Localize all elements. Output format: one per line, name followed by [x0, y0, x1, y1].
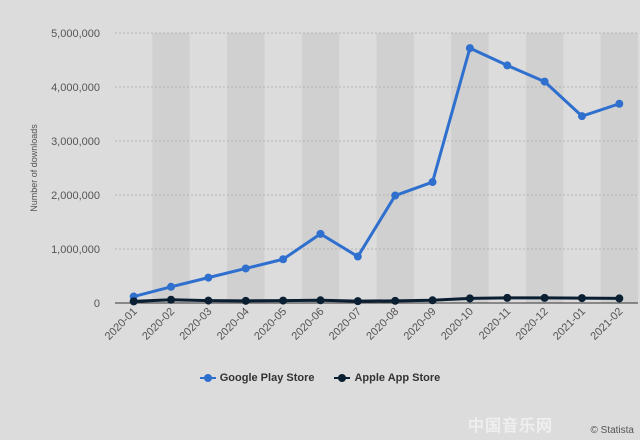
x-tick-label: 2020-03 — [177, 306, 214, 343]
data-point-apple-app-store[interactable] — [129, 297, 138, 306]
data-point-google-play-store[interactable] — [428, 178, 437, 187]
legend-item-apple-app-store[interactable]: Apple App Store — [334, 372, 440, 384]
x-tick-label: 2020-10 — [439, 306, 476, 343]
data-point-google-play-store[interactable] — [167, 282, 176, 291]
column-band — [451, 33, 489, 303]
statista-credit[interactable]: © Statista — [590, 425, 635, 436]
data-point-apple-app-store[interactable] — [204, 296, 213, 305]
y-tick-label: 0 — [94, 298, 100, 310]
data-point-google-play-store[interactable] — [465, 44, 474, 53]
x-axis-ticks: 2020-01 2020-02 2020-03 2020-04 2020-05 2020-… — [103, 306, 626, 343]
y-tick-label: 4,000,000 — [51, 82, 100, 94]
y-tick-label: 5,000,000 — [51, 28, 100, 40]
legend-label-apple-app-store: Apple App Store — [354, 372, 441, 384]
x-tick-label: 2020-08 — [364, 306, 401, 343]
data-point-apple-app-store[interactable] — [540, 293, 549, 302]
column-band — [525, 33, 564, 303]
data-point-google-play-store[interactable] — [316, 229, 325, 238]
series-apple-app-store — [129, 293, 624, 306]
data-point-apple-app-store[interactable] — [577, 294, 586, 303]
data-point-google-play-store[interactable] — [241, 264, 250, 273]
column-band — [600, 33, 638, 303]
series-line-apple-app-store — [133, 296, 620, 303]
x-tick-label: 2020-05 — [252, 306, 289, 343]
legend: Google Play Store Apple App Store — [0, 372, 640, 384]
y-tick-label: 3,000,000 — [51, 136, 100, 148]
column-band — [227, 33, 265, 303]
data-point-google-play-store[interactable] — [540, 77, 549, 86]
y-tick-label: 2,000,000 — [51, 190, 100, 202]
data-point-apple-app-store[interactable] — [391, 296, 400, 305]
x-tick-label: 2021-02 — [588, 306, 625, 343]
data-point-apple-app-store[interactable] — [428, 296, 437, 305]
data-point-apple-app-store[interactable] — [167, 295, 176, 304]
y-axis-ticks: 0 1,000,000 2,000,000 3,000,000 4,000,000 5,0… — [51, 28, 100, 310]
gridlines — [115, 32, 638, 304]
x-tick-label: 2020-09 — [402, 306, 439, 343]
x-tick-label: 2020-06 — [290, 306, 327, 343]
legend-label-google-play: Google Play Store — [219, 372, 315, 384]
x-tick-label: 2021-01 — [551, 306, 588, 343]
data-point-apple-app-store[interactable] — [615, 294, 624, 303]
x-tick-label: 2020-02 — [140, 306, 177, 343]
watermark-logo: 中国音乐网 — [468, 418, 554, 435]
column-band — [376, 33, 414, 303]
data-point-apple-app-store[interactable] — [241, 296, 250, 305]
legend-marker-icon — [334, 373, 351, 383]
data-point-google-play-store[interactable] — [391, 191, 400, 200]
legend-item-google-play[interactable]: Google Play Store — [199, 372, 315, 384]
data-point-apple-app-store[interactable] — [465, 294, 474, 303]
x-tick-label: 2020-07 — [327, 306, 364, 343]
x-tick-label: 2020-01 — [103, 306, 140, 343]
data-point-google-play-store[interactable] — [503, 61, 512, 70]
legend-marker-icon — [199, 373, 216, 383]
series-line-google-play-store — [133, 46, 620, 298]
data-point-google-play-store[interactable] — [279, 255, 288, 264]
y-axis-title: Number of downloads — [29, 124, 39, 212]
x-tick-label: 2020-11 — [477, 306, 513, 342]
column-bands — [152, 33, 638, 303]
data-point-google-play-store[interactable] — [204, 273, 213, 282]
data-point-apple-app-store[interactable] — [316, 296, 325, 305]
data-point-google-play-store[interactable] — [615, 99, 624, 108]
series-group — [129, 44, 624, 306]
data-point-apple-app-store[interactable] — [279, 296, 288, 305]
column-band — [152, 33, 190, 303]
y-tick-label: 1,000,000 — [51, 244, 100, 256]
x-tick-label: 2020-04 — [215, 306, 252, 343]
data-point-google-play-store[interactable] — [353, 252, 362, 261]
x-tick-label: 2020-12 — [514, 306, 551, 343]
column-band — [301, 33, 340, 303]
data-point-google-play-store[interactable] — [577, 112, 586, 121]
data-point-apple-app-store[interactable] — [353, 297, 362, 306]
data-point-apple-app-store[interactable] — [503, 293, 512, 302]
